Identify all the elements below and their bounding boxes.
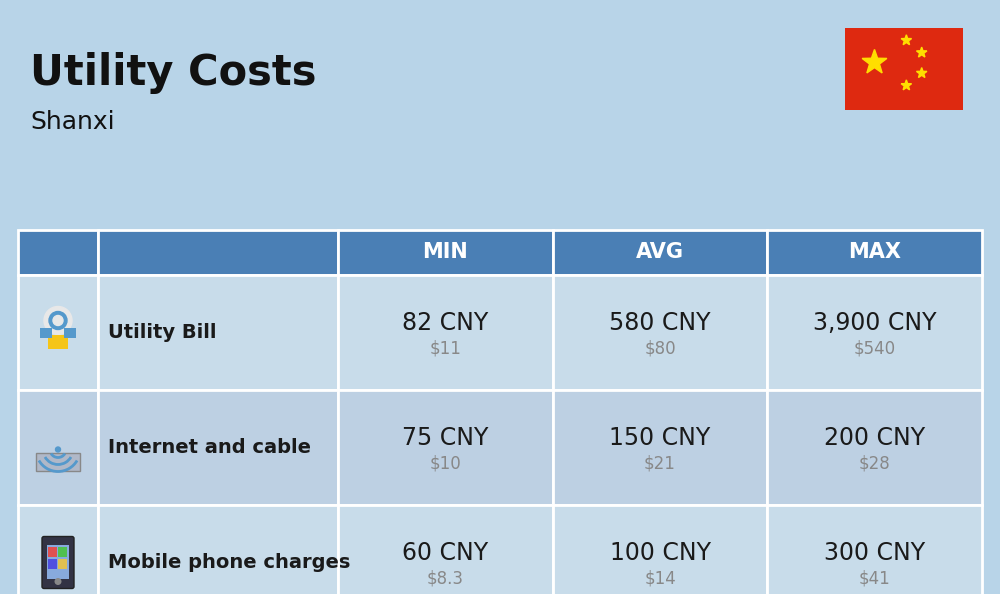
Polygon shape xyxy=(862,49,887,73)
Text: Shanxi: Shanxi xyxy=(30,110,115,134)
Bar xyxy=(48,334,68,349)
Text: 75 CNY: 75 CNY xyxy=(402,426,489,450)
Bar xyxy=(98,230,338,275)
Text: $21: $21 xyxy=(644,454,676,473)
Bar xyxy=(47,545,69,579)
Text: Internet and cable: Internet and cable xyxy=(108,438,311,457)
Bar xyxy=(98,390,338,505)
Text: $28: $28 xyxy=(859,454,891,473)
Bar xyxy=(553,390,767,505)
Text: $41: $41 xyxy=(859,570,891,587)
Bar xyxy=(338,230,553,275)
Circle shape xyxy=(53,315,63,326)
Circle shape xyxy=(44,307,72,334)
Bar xyxy=(338,505,553,594)
Text: 580 CNY: 580 CNY xyxy=(609,311,711,335)
Text: $540: $540 xyxy=(854,340,896,358)
Bar xyxy=(338,275,553,390)
Text: $14: $14 xyxy=(644,570,676,587)
Bar xyxy=(18,230,98,275)
Bar xyxy=(58,546,67,557)
Text: $10: $10 xyxy=(429,454,461,473)
Text: 200 CNY: 200 CNY xyxy=(824,426,925,450)
Text: 3,900 CNY: 3,900 CNY xyxy=(813,311,936,335)
Text: 100 CNY: 100 CNY xyxy=(610,541,710,565)
Polygon shape xyxy=(901,80,912,90)
Circle shape xyxy=(49,311,67,330)
Bar xyxy=(98,505,338,594)
Text: Utility Bill: Utility Bill xyxy=(108,323,216,342)
Text: 82 CNY: 82 CNY xyxy=(402,311,488,335)
Bar xyxy=(64,327,76,337)
Polygon shape xyxy=(916,47,927,57)
Text: MAX: MAX xyxy=(848,242,901,263)
Bar xyxy=(18,505,98,594)
Bar xyxy=(98,275,338,390)
Bar xyxy=(48,558,57,568)
Text: 300 CNY: 300 CNY xyxy=(824,541,925,565)
Bar xyxy=(767,390,982,505)
Bar xyxy=(58,558,67,568)
Circle shape xyxy=(54,578,62,585)
Bar xyxy=(553,275,767,390)
Text: 150 CNY: 150 CNY xyxy=(609,426,711,450)
Text: $8.3: $8.3 xyxy=(427,570,464,587)
Bar xyxy=(767,275,982,390)
Polygon shape xyxy=(916,68,927,78)
Polygon shape xyxy=(901,35,912,45)
Text: $11: $11 xyxy=(429,340,461,358)
Text: AVG: AVG xyxy=(636,242,684,263)
Bar xyxy=(553,230,767,275)
Bar xyxy=(553,505,767,594)
Bar xyxy=(18,275,98,390)
Bar xyxy=(18,390,98,505)
Bar xyxy=(767,505,982,594)
Circle shape xyxy=(56,447,60,452)
Text: $80: $80 xyxy=(644,340,676,358)
Bar xyxy=(338,390,553,505)
Bar xyxy=(36,453,80,470)
Text: Utility Costs: Utility Costs xyxy=(30,52,316,94)
Bar xyxy=(40,327,52,337)
Bar xyxy=(48,546,57,557)
Text: MIN: MIN xyxy=(422,242,468,263)
Bar xyxy=(767,230,982,275)
Bar xyxy=(845,28,963,110)
FancyBboxPatch shape xyxy=(42,536,74,589)
Text: Mobile phone charges: Mobile phone charges xyxy=(108,553,350,572)
Text: 60 CNY: 60 CNY xyxy=(402,541,488,565)
